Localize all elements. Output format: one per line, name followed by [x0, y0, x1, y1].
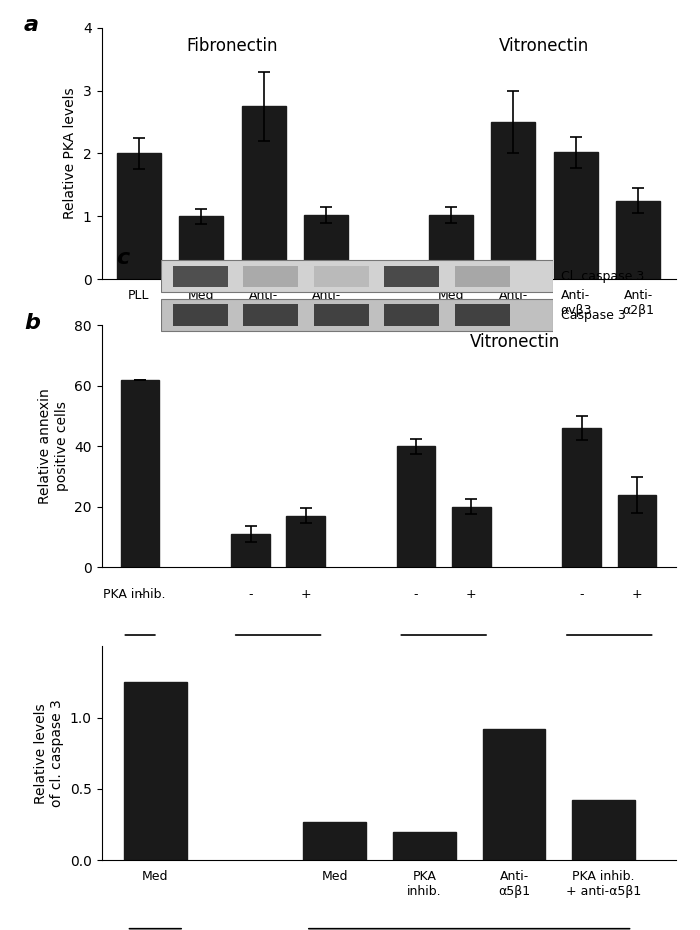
Bar: [161, 299, 553, 331]
Text: Caspase 3: Caspase 3: [561, 309, 626, 322]
Text: +: +: [631, 589, 642, 602]
Text: Cl. caspase 3: Cl. caspase 3: [561, 270, 644, 283]
Bar: [384, 266, 440, 286]
Bar: [554, 153, 598, 279]
Text: Anti-α5β1: Anti-α5β1: [413, 657, 475, 670]
Text: PLL: PLL: [130, 657, 151, 670]
Bar: [397, 446, 435, 567]
Bar: [616, 201, 660, 279]
Bar: [455, 266, 510, 286]
Bar: [483, 729, 545, 860]
Bar: [455, 304, 510, 326]
Text: -: -: [138, 589, 142, 602]
Text: PKA inhib.: PKA inhib.: [103, 589, 165, 602]
Bar: [303, 822, 366, 860]
Bar: [286, 516, 325, 567]
Text: Vitronectin: Vitronectin: [499, 37, 589, 55]
Bar: [452, 507, 491, 567]
Text: c: c: [116, 248, 130, 268]
Bar: [173, 304, 228, 326]
Bar: [314, 266, 369, 286]
Bar: [393, 831, 456, 860]
Text: Fibronectin: Fibronectin: [187, 37, 279, 55]
Bar: [384, 304, 440, 326]
Bar: [242, 106, 286, 279]
Text: b: b: [24, 313, 40, 334]
Text: -: -: [580, 589, 584, 602]
Bar: [244, 304, 298, 326]
Bar: [121, 380, 160, 567]
Bar: [244, 266, 298, 286]
Bar: [314, 304, 369, 326]
Text: Anti-αvβ3: Anti-αvβ3: [579, 657, 640, 670]
Text: -: -: [414, 589, 419, 602]
Bar: [124, 682, 187, 860]
Text: -: -: [248, 589, 253, 602]
Y-axis label: Relative PKA levels: Relative PKA levels: [63, 87, 77, 219]
Text: Vitronectin: Vitronectin: [470, 333, 560, 351]
Bar: [304, 215, 348, 279]
Y-axis label: Relative levels
of cl. caspase 3: Relative levels of cl. caspase 3: [34, 699, 64, 807]
Text: +: +: [300, 589, 311, 602]
Bar: [562, 428, 601, 567]
Bar: [573, 801, 635, 860]
Bar: [161, 260, 553, 292]
Bar: [429, 215, 472, 279]
Bar: [491, 122, 535, 279]
Bar: [117, 153, 161, 279]
Y-axis label: Relative annexin
positive cells: Relative annexin positive cells: [38, 389, 69, 504]
Bar: [231, 534, 270, 567]
Text: a: a: [24, 15, 39, 35]
Text: +: +: [466, 589, 477, 602]
Bar: [617, 495, 656, 567]
Bar: [173, 266, 228, 286]
Text: Med: Med: [265, 657, 291, 670]
Bar: [179, 217, 223, 279]
